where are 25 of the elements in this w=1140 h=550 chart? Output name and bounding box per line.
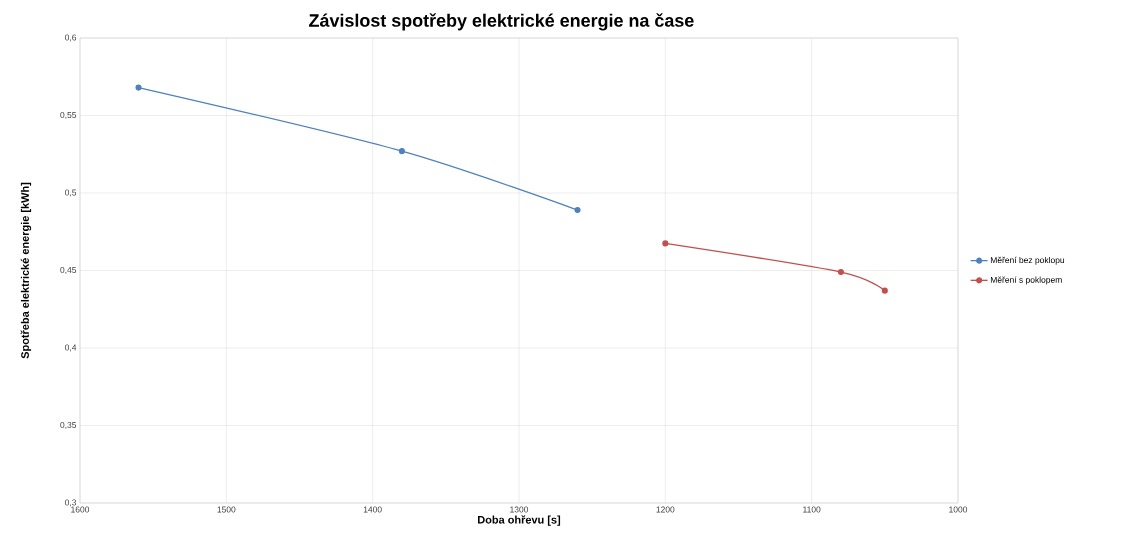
x-tick-label: 1400 — [363, 506, 382, 513]
legend-label: Měření bez poklopu — [990, 256, 1065, 265]
x-tick-label: 1500 — [217, 506, 236, 513]
x-tick-label: 1000 — [949, 506, 968, 513]
x-tick-label: 1600 — [71, 506, 90, 513]
y-tick-label: 0,45 — [60, 267, 77, 274]
legend-label: Měření s poklopem — [990, 276, 1062, 285]
y-tick-label: 0,35 — [60, 422, 77, 429]
point — [662, 240, 669, 247]
x-tick-label: 1100 — [803, 506, 821, 513]
point — [135, 84, 142, 91]
x-axis-title: Doba ohřevu [s] — [478, 515, 561, 526]
point — [837, 269, 844, 276]
x-tick-label: 1200 — [656, 506, 675, 513]
chart-title: Závislost spotřeby elektrické energie na čase — [309, 13, 694, 31]
x-tick-label: 1300 — [510, 506, 529, 513]
y-axis-title: Spotřeba elektrické energie [kWh] — [20, 182, 32, 359]
y-tick-label: 0,3 — [65, 499, 77, 507]
point — [398, 148, 405, 155]
point — [574, 207, 581, 214]
y-tick-label: 0,55 — [60, 112, 77, 119]
y-tick-label: 0,6 — [65, 34, 77, 42]
y-tick-label: 0,5 — [65, 189, 77, 197]
point — [881, 287, 888, 294]
y-tick-label: 0,4 — [65, 344, 77, 352]
